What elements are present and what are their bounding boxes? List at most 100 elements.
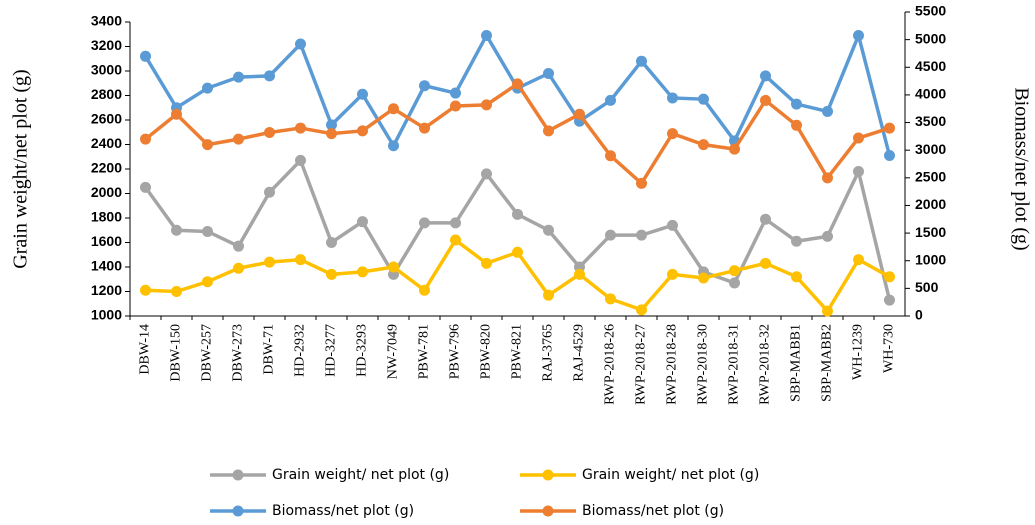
point [419, 80, 430, 92]
point [388, 261, 399, 273]
legend-label: Biomass/net plot (g) [272, 503, 414, 519]
point [729, 143, 740, 155]
point [202, 82, 213, 94]
point [636, 229, 647, 241]
y2-tick-label: 4500 [915, 58, 946, 74]
x-tick-label: DBW-257 [200, 324, 215, 382]
y-tick-label: 2000 [91, 184, 122, 200]
legend-marker [232, 505, 244, 517]
point [388, 103, 399, 115]
legend-marker [232, 469, 244, 481]
x-tick-label: RWP-2018-26 [603, 324, 618, 405]
point [450, 100, 461, 112]
point [481, 99, 492, 111]
legend-label: Biomass/net plot (g) [582, 503, 724, 519]
series-line [144, 157, 892, 301]
point [853, 29, 864, 41]
point [264, 186, 275, 198]
y-tick-label: 2400 [91, 135, 122, 151]
series-line [144, 29, 892, 156]
point [667, 128, 678, 140]
x-tick-label: RWP-2018-32 [758, 324, 773, 405]
point [760, 257, 771, 269]
y2-tick-label: 5000 [915, 30, 946, 46]
point [233, 133, 244, 145]
point [729, 277, 740, 289]
x-tick-label: PBW-781 [417, 324, 432, 379]
x-tick-label: PBW-820 [479, 324, 494, 379]
point [202, 139, 213, 151]
point [512, 208, 523, 220]
x-tick-label: DBW-273 [231, 324, 246, 382]
y-tick-label: 2200 [91, 160, 122, 176]
point [357, 88, 368, 100]
y-tick-label: 3000 [91, 62, 122, 78]
point [140, 181, 151, 193]
point [202, 225, 213, 237]
y2-tick-label: 4000 [915, 86, 946, 102]
y-tick-label: 1000 [91, 307, 122, 323]
point [264, 126, 275, 138]
point [791, 119, 802, 131]
point [667, 268, 678, 280]
x-tick-label: SBP-MABB2 [820, 324, 835, 402]
point [543, 125, 554, 137]
legend-label: Grain weight/ net plot (g) [582, 467, 759, 483]
point [791, 98, 802, 110]
point [884, 150, 895, 162]
point [295, 38, 306, 50]
y-axis-title: Grain weight/net plot (g) [10, 69, 32, 268]
point [481, 168, 492, 180]
x-tick-label: RAJ-4529 [572, 324, 587, 382]
point [171, 286, 182, 297]
point [667, 219, 678, 231]
x-tick-label: RWP-2018-30 [696, 324, 711, 405]
x-tick-label: RWP-2018-28 [665, 324, 680, 405]
point [264, 256, 275, 268]
y-tick-label: 1800 [91, 209, 122, 225]
point [295, 154, 306, 166]
point [264, 70, 275, 82]
point [419, 122, 430, 134]
x-tick-label: RAJ-3765 [541, 324, 556, 382]
point [791, 271, 802, 283]
point [357, 125, 368, 137]
y2-tick-label: 3500 [915, 113, 946, 129]
point [884, 271, 895, 283]
point [605, 150, 616, 162]
point [636, 55, 647, 67]
y2-tick-label: 3000 [915, 141, 946, 157]
point [543, 67, 554, 79]
point [295, 122, 306, 134]
point [760, 94, 771, 106]
y-tick-label: 2800 [91, 86, 122, 102]
point [853, 254, 864, 266]
point [574, 108, 585, 120]
point [295, 254, 306, 266]
point [450, 87, 461, 99]
point [636, 177, 647, 189]
point [853, 132, 864, 144]
point [605, 293, 616, 305]
y2-tick-label: 1500 [915, 224, 946, 240]
x-tick-label: RWP-2018-31 [727, 324, 742, 405]
x-tick-label: PBW-821 [510, 324, 525, 379]
y2-tick-label: 5500 [915, 3, 946, 19]
x-tick-label: WH-730 [882, 324, 897, 373]
point [853, 165, 864, 177]
point [822, 230, 833, 242]
point [512, 246, 523, 258]
point [698, 139, 709, 151]
point [326, 128, 337, 140]
x-tick-label: HD-3277 [324, 324, 339, 377]
point [543, 289, 554, 301]
point [729, 265, 740, 277]
point [822, 172, 833, 184]
y2-axis-title: Biomass/net plot (g) [1010, 87, 1032, 250]
point [884, 122, 895, 134]
point [450, 217, 461, 229]
point [481, 29, 492, 41]
point [822, 305, 833, 317]
x-tick-label: HD-2932 [293, 324, 308, 377]
